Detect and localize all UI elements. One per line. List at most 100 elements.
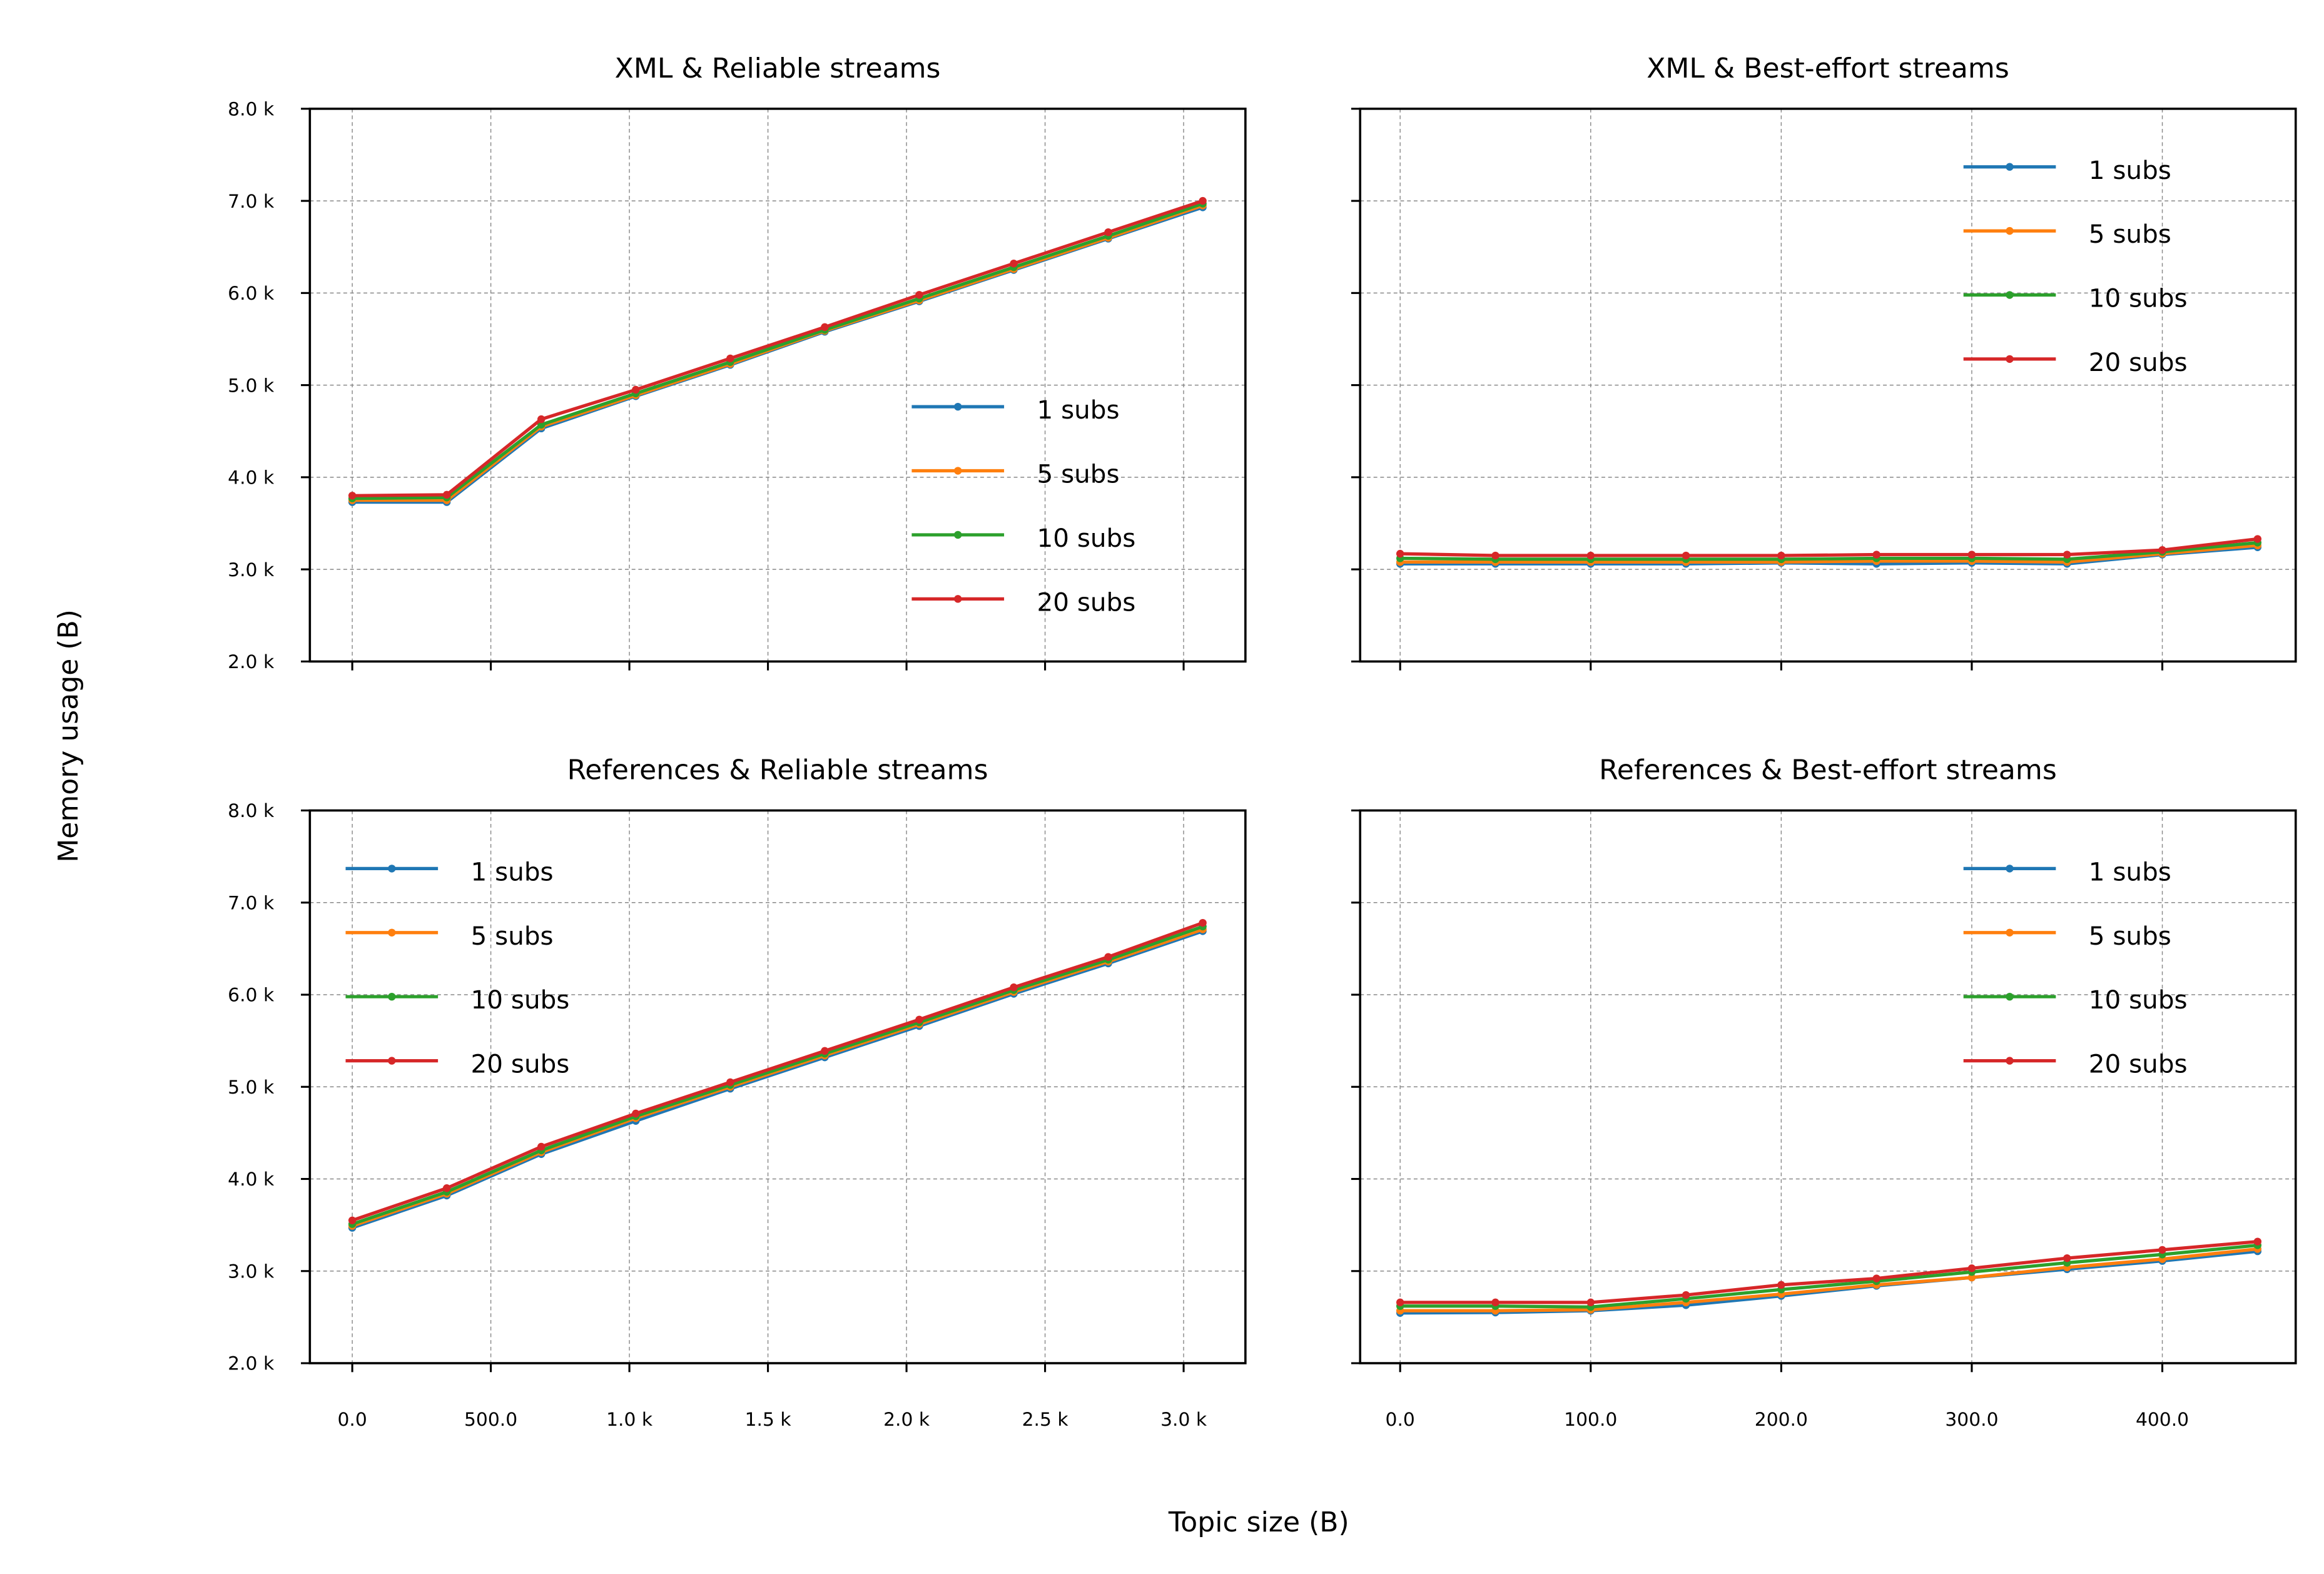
data-point (1682, 1291, 1690, 1299)
series-5-subs (1396, 1245, 2262, 1315)
series-line (352, 202, 1204, 500)
data-point (1967, 1264, 1976, 1272)
subplot-title: XML & Reliable streams (615, 53, 941, 84)
legend-marker (388, 992, 396, 1001)
subplot-2: XML & Best-effort streams 1 subs 5 subs 10 … (1351, 53, 2297, 671)
axes-frame (308, 108, 1247, 663)
y-tick-label: 5.0 k (228, 1077, 275, 1099)
legend-marker (388, 865, 396, 873)
legend-label: 5 subs (471, 921, 554, 951)
series-line (1400, 541, 2258, 561)
legend-item: 1 subs (1963, 155, 2171, 185)
data-point (1104, 953, 1112, 961)
series-line (352, 199, 1204, 497)
data-point (1777, 551, 1785, 560)
legend: 1 subs 5 subs 10 subs 20 subs (1963, 155, 2188, 377)
legend-item: 5 subs (911, 459, 1120, 489)
legend-label: 10 subs (2089, 283, 2188, 313)
data-point (632, 1109, 640, 1118)
y-tick-label: 2.0 k (228, 1353, 275, 1375)
x-tick-label: 2.5 k (1022, 1409, 1069, 1431)
subplot-4: 0.0 100.0 200.0 300.0 400.0 References & Best… (1351, 754, 2297, 1431)
series-10-subs (348, 200, 1207, 502)
legend-marker (2006, 992, 2014, 1001)
y-tick-label: 8.0 k (228, 99, 275, 121)
data-point (2158, 1246, 2166, 1254)
series-20-subs (1396, 1237, 2262, 1307)
data-point (1586, 1298, 1595, 1307)
series-line (1400, 544, 2258, 564)
legend-item: 10 subs (1963, 283, 2188, 313)
data-point (1967, 1273, 1976, 1282)
data-point (1104, 228, 1112, 236)
y-tick-label: 6.0 k (228, 283, 275, 305)
data-point (1491, 1298, 1499, 1307)
data-point (2063, 551, 2071, 559)
legend-item: 10 subs (345, 985, 569, 1015)
data-point (1682, 551, 1690, 560)
legend-marker (388, 1057, 396, 1065)
legend-label: 20 subs (471, 1049, 570, 1079)
data-point (2158, 546, 2166, 554)
y-tick-label: 6.0 k (228, 985, 275, 1007)
series-line (352, 921, 1204, 1222)
legend-label: 20 subs (2089, 1049, 2188, 1079)
data-point (726, 1078, 734, 1087)
subplot-title: References & Reliable streams (567, 754, 988, 786)
data-point (915, 291, 923, 299)
legend-item: 10 subs (911, 523, 1135, 553)
data-point (821, 323, 829, 332)
data-point (1010, 260, 1018, 268)
series-20-subs (1396, 535, 2262, 560)
legend-label: 20 subs (2089, 347, 2188, 377)
series-line (352, 925, 1204, 1226)
subplot-1: 2.0 k 3.0 k 4.0 k 5.0 k 6.0 k 7.0 k 8.0 k XML &… (228, 53, 1247, 673)
series-line (1400, 537, 2258, 557)
legend-item: 20 subs (1963, 347, 2188, 377)
x-tick-label: 300.0 (1945, 1409, 1998, 1431)
data-point (1396, 1298, 1404, 1307)
data-point (442, 490, 451, 499)
legend-label: 1 subs (471, 856, 554, 886)
x-tick-label: 500.0 (464, 1409, 517, 1431)
legend-marker (2006, 865, 2014, 873)
x-tick-label: 1.5 k (745, 1409, 792, 1431)
legend-item: 1 subs (1963, 856, 2171, 886)
x-axis-label: Topic size (B) (1168, 1506, 1349, 1538)
legend-label: 1 subs (2089, 155, 2171, 185)
data-point (537, 415, 545, 424)
legend-label: 10 subs (2089, 985, 2188, 1015)
data-point (1967, 551, 1976, 559)
legend-label: 20 subs (1037, 587, 1135, 617)
legend-label: 10 subs (1037, 523, 1135, 553)
data-point (1586, 551, 1595, 560)
x-tick-label: 3.0 k (1160, 1409, 1207, 1431)
data-point (2253, 535, 2262, 543)
legend-item: 20 subs (1963, 1049, 2188, 1079)
subplot-title: References & Best-effort streams (1599, 754, 2057, 786)
legend-marker (2006, 291, 2014, 299)
y-tick-label: 2.0 k (228, 651, 275, 673)
legend-marker (954, 595, 962, 603)
series-line (352, 205, 1204, 504)
series-line (352, 927, 1204, 1228)
legend: 1 subs 5 subs 10 subs 20 subs (345, 856, 569, 1079)
data-point (1010, 983, 1018, 992)
y-tick-label: 3.0 k (228, 1261, 275, 1282)
series-line (352, 203, 1204, 502)
series-line (1400, 1247, 2258, 1313)
data-point (2063, 1254, 2071, 1262)
data-point (726, 354, 734, 363)
legend-item: 10 subs (1963, 985, 2188, 1015)
x-tick-label: 200.0 (1755, 1409, 1808, 1431)
series-20-subs (348, 918, 1207, 1224)
legend-marker (2006, 355, 2014, 363)
subplot-title: XML & Best-effort streams (1647, 53, 2009, 84)
data-point (1199, 918, 1207, 927)
legend-label: 5 subs (2089, 219, 2171, 249)
data-point (915, 1015, 923, 1023)
y-tick-label: 8.0 k (228, 800, 275, 822)
legend-item: 20 subs (345, 1049, 569, 1079)
data-point (1777, 1281, 1785, 1289)
